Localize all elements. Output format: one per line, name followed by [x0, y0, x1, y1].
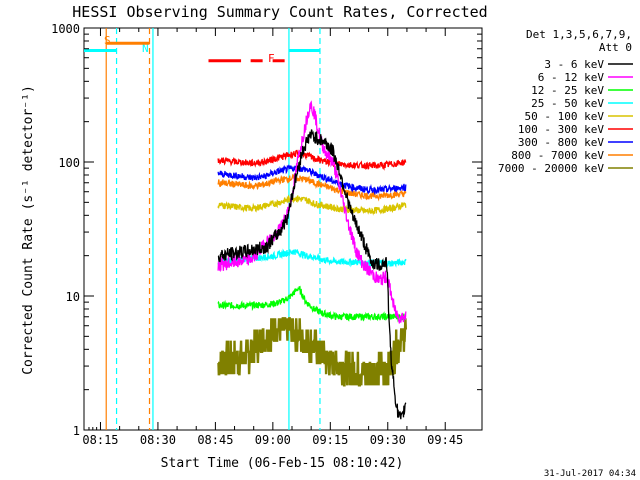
- footer-date: 31-Jul-2017 04:34: [544, 469, 636, 479]
- legend-label: 7000 - 20000 keV: [498, 162, 604, 175]
- series-0: [217, 129, 407, 420]
- flag-label-s: S: [104, 34, 111, 47]
- legend-label: 3 - 6 keV: [544, 58, 604, 71]
- y-tick-label: 100: [58, 156, 80, 170]
- y-tick-label: 10: [66, 290, 80, 304]
- data-series: [217, 100, 407, 420]
- legend-label: 300 - 800 keV: [518, 136, 604, 149]
- series-8: [217, 317, 407, 387]
- x-tick-label: 08:45: [197, 433, 233, 447]
- y-tick-label: 1000: [51, 22, 80, 36]
- y-tick-label: 1: [73, 424, 80, 438]
- series-line: [217, 317, 407, 387]
- x-axis: 08:15 08:30 08:45 09:00 09:15 09:30 09:45: [82, 28, 463, 447]
- x-tick-label: 09:15: [312, 433, 348, 447]
- flag-bars: S N F: [84, 34, 320, 65]
- flag-label-n: N: [142, 42, 149, 55]
- x-tick-label: 08:30: [140, 433, 176, 447]
- series-2: [217, 285, 407, 323]
- plot-area: [83, 27, 483, 431]
- series-4: [217, 194, 407, 216]
- x-tick-label: 09:45: [427, 433, 463, 447]
- y-axis-label: Corrected Count Rate (s⁻¹ detector⁻¹): [21, 85, 36, 375]
- vertical-markers: [105, 28, 321, 430]
- legend-label: 50 - 100 keV: [525, 110, 605, 123]
- x-tick-label: 09:30: [370, 433, 406, 447]
- series-1: [217, 100, 407, 325]
- series-line: [217, 100, 407, 325]
- series-5: [217, 149, 407, 171]
- x-axis-label: Start Time (06-Feb-15 08:10:42): [161, 456, 404, 471]
- y-axis: 1 10 100 1000: [51, 22, 482, 438]
- legend-label: 25 - 50 keV: [531, 97, 604, 110]
- legend-label: 100 - 300 keV: [518, 123, 604, 136]
- legend-label: 12 - 25 keV: [531, 84, 604, 97]
- x-tick-label: 09:00: [255, 433, 291, 447]
- x-tick-label: 08:15: [82, 433, 118, 447]
- series-6: [217, 164, 407, 196]
- flag-label-f: F: [268, 52, 275, 65]
- series-line: [217, 194, 407, 216]
- series-line: [217, 129, 407, 420]
- legend-label: 6 - 12 keV: [538, 71, 605, 84]
- legend-header-line-2: Att 0: [599, 41, 632, 54]
- series-line: [217, 149, 407, 171]
- plot-frame: [83, 27, 483, 431]
- chart-title: HESSI Observing Summary Count Rates, Cor…: [72, 3, 487, 21]
- series-line: [217, 285, 407, 323]
- legend-label: 800 - 7000 keV: [511, 149, 604, 162]
- series-line: [217, 164, 407, 196]
- legend-header-line-1: Det 1,3,5,6,7,9,: [526, 28, 632, 41]
